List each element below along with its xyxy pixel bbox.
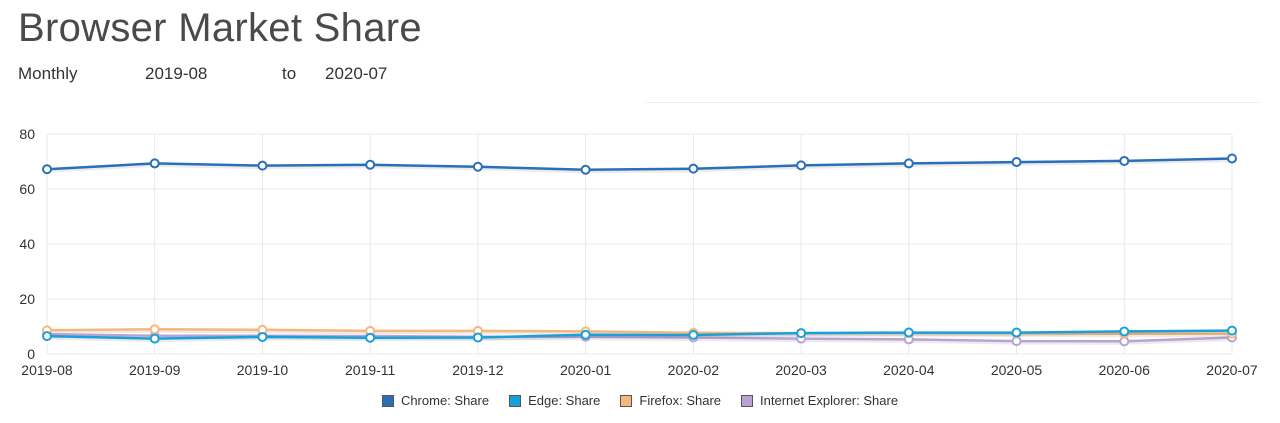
data-point-edge <box>472 332 483 343</box>
data-point-firefox <box>149 324 160 335</box>
legend-label-chrome: Chrome: Share <box>400 393 490 408</box>
series-line-edge <box>46 329 1233 340</box>
legend-swatch-ie <box>741 394 754 407</box>
x-tick-label: 2020-03 <box>775 362 827 378</box>
y-tick-label: 20 <box>19 291 35 307</box>
x-tick-label: 2019-11 <box>345 362 396 378</box>
from-date-input[interactable]: 2019-08 <box>145 64 208 83</box>
x-tick-label: 2020-01 <box>560 362 612 378</box>
data-point-edge <box>1119 326 1130 337</box>
data-point-edge <box>257 331 268 342</box>
data-point-edge <box>688 330 699 341</box>
data-point-chrome <box>472 161 483 172</box>
y-tick-label: 40 <box>19 236 35 252</box>
data-point-chrome <box>365 159 376 170</box>
series-shadow-chrome <box>46 159 1233 174</box>
data-point-chrome <box>257 160 268 171</box>
data-point-chrome <box>1011 157 1022 168</box>
to-date-input[interactable]: 2020-07 <box>325 64 388 83</box>
data-point-edge <box>42 331 52 342</box>
data-point-chrome <box>796 160 807 171</box>
x-tick-label: 2019-12 <box>452 362 504 378</box>
data-point-chrome <box>903 158 914 169</box>
x-tick-label: 2019-08 <box>21 362 73 378</box>
data-point-edge <box>149 333 160 344</box>
legend-item-chrome[interactable]: Chrome: Share <box>381 393 490 408</box>
series-line-chrome <box>46 157 1233 172</box>
x-tick-label: 2019-09 <box>129 362 181 378</box>
page-title: Browser Market Share <box>18 6 422 50</box>
data-point-chrome <box>580 164 591 175</box>
data-point-edge <box>365 332 376 343</box>
legend-swatch-edge <box>509 394 522 407</box>
legend-swatch-firefox <box>620 394 633 407</box>
y-tick-label: 80 <box>19 126 35 142</box>
legend-swatch-chrome <box>381 394 394 407</box>
legend-item-edge[interactable]: Edge: Share <box>509 393 600 408</box>
legend-item-firefox[interactable]: Firefox: Share <box>620 393 721 408</box>
legend-label-ie: Internet Explorer: Share <box>760 393 899 408</box>
period-select[interactable]: Monthly <box>18 64 78 83</box>
line-chart: 0 20 40 60 80 2019-08 2019-09 2019-10 2019-11 201… <box>19 126 1258 378</box>
x-tick-label: 2019-10 <box>237 362 289 378</box>
data-point-chrome <box>149 158 160 169</box>
data-point-edge <box>580 329 591 340</box>
y-tick-label: 60 <box>19 181 35 197</box>
data-point-chrome <box>688 163 699 174</box>
legend-label-edge: Edge: Share <box>528 393 601 408</box>
date-range-controls: Monthly 2019-08 to 2020-07 <box>0 60 1280 104</box>
data-point-edge <box>1227 325 1237 336</box>
y-tick-label: 0 <box>27 346 35 362</box>
legend-item-ie[interactable]: Internet Explorer: Share <box>741 393 898 408</box>
x-tick-label: 2020-07 <box>1206 362 1258 378</box>
x-tick-label: 2020-06 <box>1099 362 1151 378</box>
x-tick-label: 2020-02 <box>668 362 720 378</box>
legend-label-firefox: Firefox: Share <box>639 393 722 408</box>
data-point-edge <box>796 328 807 339</box>
x-tick-label: 2020-05 <box>991 362 1043 378</box>
data-point-edge <box>903 327 914 338</box>
to-label: to <box>282 64 297 83</box>
series-shadow-edge <box>46 331 1233 343</box>
data-point-chrome <box>42 164 52 175</box>
controls-divider <box>645 102 1260 103</box>
data-point-chrome <box>1227 153 1237 164</box>
x-tick-label: 2020-04 <box>883 362 935 378</box>
data-point-chrome <box>1119 155 1130 166</box>
data-point-edge <box>1011 327 1022 338</box>
chart-legend: Chrome: Share Edge: Share Firefox: Share… <box>0 393 1280 408</box>
series-line-ie <box>46 332 1233 343</box>
